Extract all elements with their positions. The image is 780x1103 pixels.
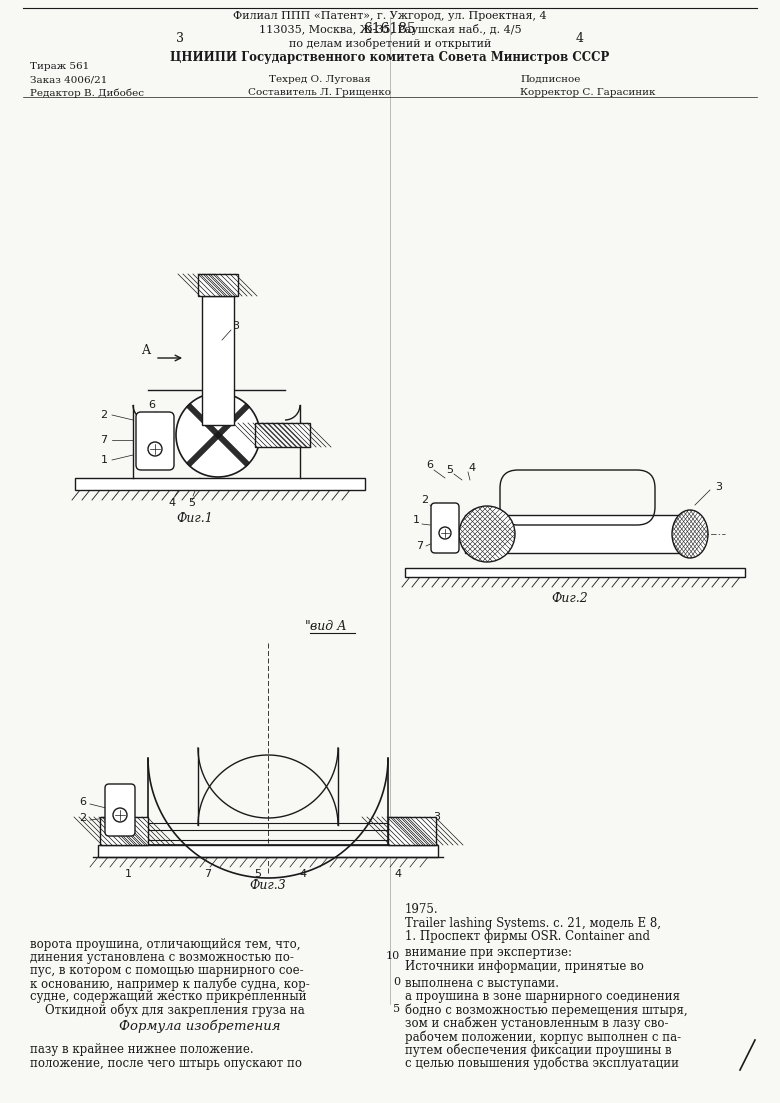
Text: 4: 4 bbox=[469, 463, 476, 473]
Text: Подписное: Подписное bbox=[520, 75, 580, 84]
Text: Фиг.3: Фиг.3 bbox=[250, 879, 286, 892]
Text: Источники информации, принятые во: Источники информации, принятые во bbox=[405, 960, 644, 973]
Text: A: A bbox=[141, 343, 150, 356]
Text: зом и снабжен установленным в лазу сво-: зом и снабжен установленным в лазу сво- bbox=[405, 1017, 668, 1030]
Text: 7: 7 bbox=[204, 869, 211, 879]
Bar bbox=[100, 817, 148, 845]
Text: 3: 3 bbox=[232, 321, 239, 331]
Circle shape bbox=[439, 527, 451, 539]
Text: к основанию, например к палубе судна, кор-: к основанию, например к палубе судна, ко… bbox=[30, 977, 310, 990]
Text: Редактор В. Дибобес: Редактор В. Дибобес bbox=[30, 88, 144, 98]
Circle shape bbox=[176, 393, 260, 476]
Text: 2: 2 bbox=[80, 813, 87, 823]
Text: 5: 5 bbox=[393, 1004, 400, 1014]
Text: 4: 4 bbox=[300, 869, 307, 879]
Text: Составитель Л. Грищенко: Составитель Л. Грищенко bbox=[249, 88, 392, 97]
Text: пазу в крайнее нижнее положение.: пазу в крайнее нижнее положение. bbox=[30, 1043, 254, 1057]
Text: 3: 3 bbox=[176, 32, 184, 45]
Text: 5: 5 bbox=[254, 869, 261, 879]
Text: Формула изобретения: Формула изобретения bbox=[119, 1019, 281, 1032]
FancyBboxPatch shape bbox=[105, 784, 135, 836]
Circle shape bbox=[148, 442, 162, 456]
Text: 5: 5 bbox=[446, 465, 453, 475]
Bar bbox=[388, 817, 436, 845]
Text: Заказ 4006/21: Заказ 4006/21 bbox=[30, 75, 108, 84]
Text: 1: 1 bbox=[413, 515, 420, 525]
Bar bbox=[198, 274, 238, 296]
Text: Фиг.1: Фиг.1 bbox=[176, 512, 214, 525]
Text: 0: 0 bbox=[393, 977, 400, 987]
Circle shape bbox=[459, 506, 515, 563]
Text: 1: 1 bbox=[101, 456, 108, 465]
Text: а проушина в зоне шарнирного соединения: а проушина в зоне шарнирного соединения bbox=[405, 990, 680, 1004]
Text: Откидной обух для закрепления груза на: Откидной обух для закрепления груза на bbox=[30, 1004, 305, 1017]
Text: 6: 6 bbox=[427, 460, 434, 470]
Text: судне, содержащий жестко прикрепленный: судне, содержащий жестко прикрепленный bbox=[30, 990, 307, 1004]
Text: Фиг.2: Фиг.2 bbox=[551, 592, 588, 606]
Text: с целью повышения удобства эксплуатации: с целью повышения удобства эксплуатации bbox=[405, 1057, 679, 1070]
Text: вид А: вид А bbox=[310, 620, 346, 633]
Bar bbox=[465, 515, 695, 553]
Text: положение, после чего штырь опускают по: положение, после чего штырь опускают по bbox=[30, 1057, 302, 1070]
Text: ЦНИИПИ Государственного комитета Совета Министров СССР: ЦНИИПИ Государственного комитета Совета … bbox=[170, 51, 610, 64]
Bar bbox=[405, 568, 745, 577]
Text: 6: 6 bbox=[148, 400, 155, 410]
Text: 6: 6 bbox=[80, 797, 87, 807]
Text: 7: 7 bbox=[417, 540, 424, 552]
Text: 1975.: 1975. bbox=[405, 903, 438, 917]
Ellipse shape bbox=[672, 510, 708, 558]
Text: 7: 7 bbox=[101, 435, 108, 445]
Text: 1: 1 bbox=[125, 869, 132, 879]
Text: путем обеспечения фиксации проушины в: путем обеспечения фиксации проушины в bbox=[405, 1043, 672, 1057]
Text: 2: 2 bbox=[101, 410, 108, 420]
Text: 4: 4 bbox=[395, 869, 402, 879]
Bar bbox=[75, 478, 365, 490]
FancyBboxPatch shape bbox=[136, 413, 174, 470]
Text: 3: 3 bbox=[715, 482, 722, 492]
Text: Тираж 561: Тираж 561 bbox=[30, 62, 89, 71]
Text: 2: 2 bbox=[421, 495, 428, 505]
Text: ": " bbox=[305, 620, 310, 633]
Text: Trailer lashing Systems. с. 21, модель E 8,: Trailer lashing Systems. с. 21, модель E… bbox=[405, 917, 661, 930]
Bar bbox=[98, 845, 438, 857]
Text: Филиал ППП «Патент», г. Ужгород, ул. Проектная, 4: Филиал ППП «Патент», г. Ужгород, ул. Про… bbox=[233, 11, 547, 21]
Text: Техред О. Луговая: Техред О. Луговая bbox=[269, 75, 370, 84]
Text: 10: 10 bbox=[386, 951, 400, 961]
Text: динения установлена с возможностью по-: динения установлена с возможностью по- bbox=[30, 951, 294, 964]
Bar bbox=[255, 422, 310, 447]
Text: 113035, Москва, Ж-35, Раушская наб., д. 4/5: 113035, Москва, Ж-35, Раушская наб., д. … bbox=[259, 24, 521, 35]
Bar bbox=[176, 427, 260, 476]
Text: 1. Проспект фирмы OSR. Container and: 1. Проспект фирмы OSR. Container and bbox=[405, 930, 650, 943]
Text: 5: 5 bbox=[189, 497, 196, 508]
Text: рабочем положении, корпус выполнен с па-: рабочем положении, корпус выполнен с па- bbox=[405, 1030, 681, 1043]
Text: выполнена с выступами.: выполнена с выступами. bbox=[405, 977, 559, 990]
Text: 4: 4 bbox=[576, 32, 584, 45]
Text: пус, в котором с помощью шарнирного сое-: пус, в котором с помощью шарнирного сое- bbox=[30, 964, 303, 977]
Text: 616185: 616185 bbox=[363, 22, 417, 36]
Text: внимание при экспертизе:: внимание при экспертизе: bbox=[405, 946, 572, 960]
Text: 3: 3 bbox=[433, 812, 440, 822]
FancyBboxPatch shape bbox=[431, 503, 459, 553]
Circle shape bbox=[113, 808, 127, 822]
Text: ворота проушина, отличающийся тем, что,: ворота проушина, отличающийся тем, что, bbox=[30, 938, 300, 951]
Bar bbox=[202, 296, 234, 425]
Text: 4: 4 bbox=[168, 497, 176, 508]
Text: бодно с возможностью перемещения штыря,: бодно с возможностью перемещения штыря, bbox=[405, 1004, 688, 1017]
Text: Корректор С. Гарасиник: Корректор С. Гарасиник bbox=[520, 88, 655, 97]
Text: по делам изобретений и открытий: по делам изобретений и открытий bbox=[289, 38, 491, 49]
